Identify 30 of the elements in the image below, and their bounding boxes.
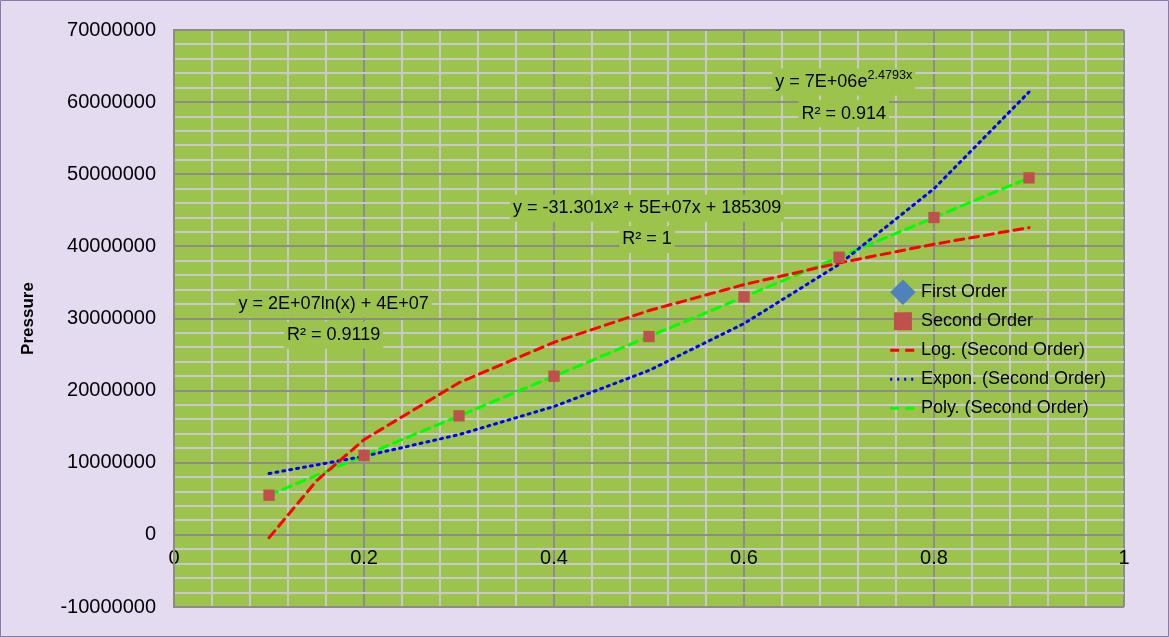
point <box>643 330 655 343</box>
annotation: y = -31.301x² + 5E+07x + 185309 <box>513 197 782 218</box>
point <box>453 410 465 422</box>
x-tick-label: 0.8 <box>920 546 948 569</box>
x-tick-label: 0.4 <box>540 546 568 569</box>
annotation: R² = 0.914 <box>801 102 887 123</box>
point <box>263 489 275 501</box>
point <box>738 291 750 303</box>
y-tick-label: 40000000 <box>67 233 157 256</box>
y-tick-label: 60000000 <box>67 89 157 112</box>
y-tick-label: 70000000 <box>67 17 157 40</box>
x-tick-label: 0.6 <box>730 546 758 569</box>
annotation: R² = 0.9119 <box>287 324 381 345</box>
x-tick-label: 0.2 <box>350 546 378 569</box>
point <box>1023 172 1035 184</box>
annotation: y = 2E+07ln(x) + 4E+07 <box>238 293 429 314</box>
y-tick-label: -10000000 <box>60 594 157 617</box>
y-tick-label: 0 <box>144 522 157 545</box>
point <box>833 251 845 263</box>
y-tick-label: 10000000 <box>67 450 157 473</box>
legend-label: Second Order <box>920 310 1033 331</box>
y-tick-label: 30000000 <box>67 306 157 329</box>
point <box>358 449 370 462</box>
x-tick-label: 1 <box>1118 546 1130 569</box>
annotation: R² = 1 <box>622 228 672 249</box>
point <box>928 211 940 224</box>
point <box>548 370 560 382</box>
y-tick-label: 50000000 <box>67 161 157 184</box>
y-axis-title: Pressure <box>17 282 37 355</box>
y-tick-label: 20000000 <box>67 378 157 401</box>
